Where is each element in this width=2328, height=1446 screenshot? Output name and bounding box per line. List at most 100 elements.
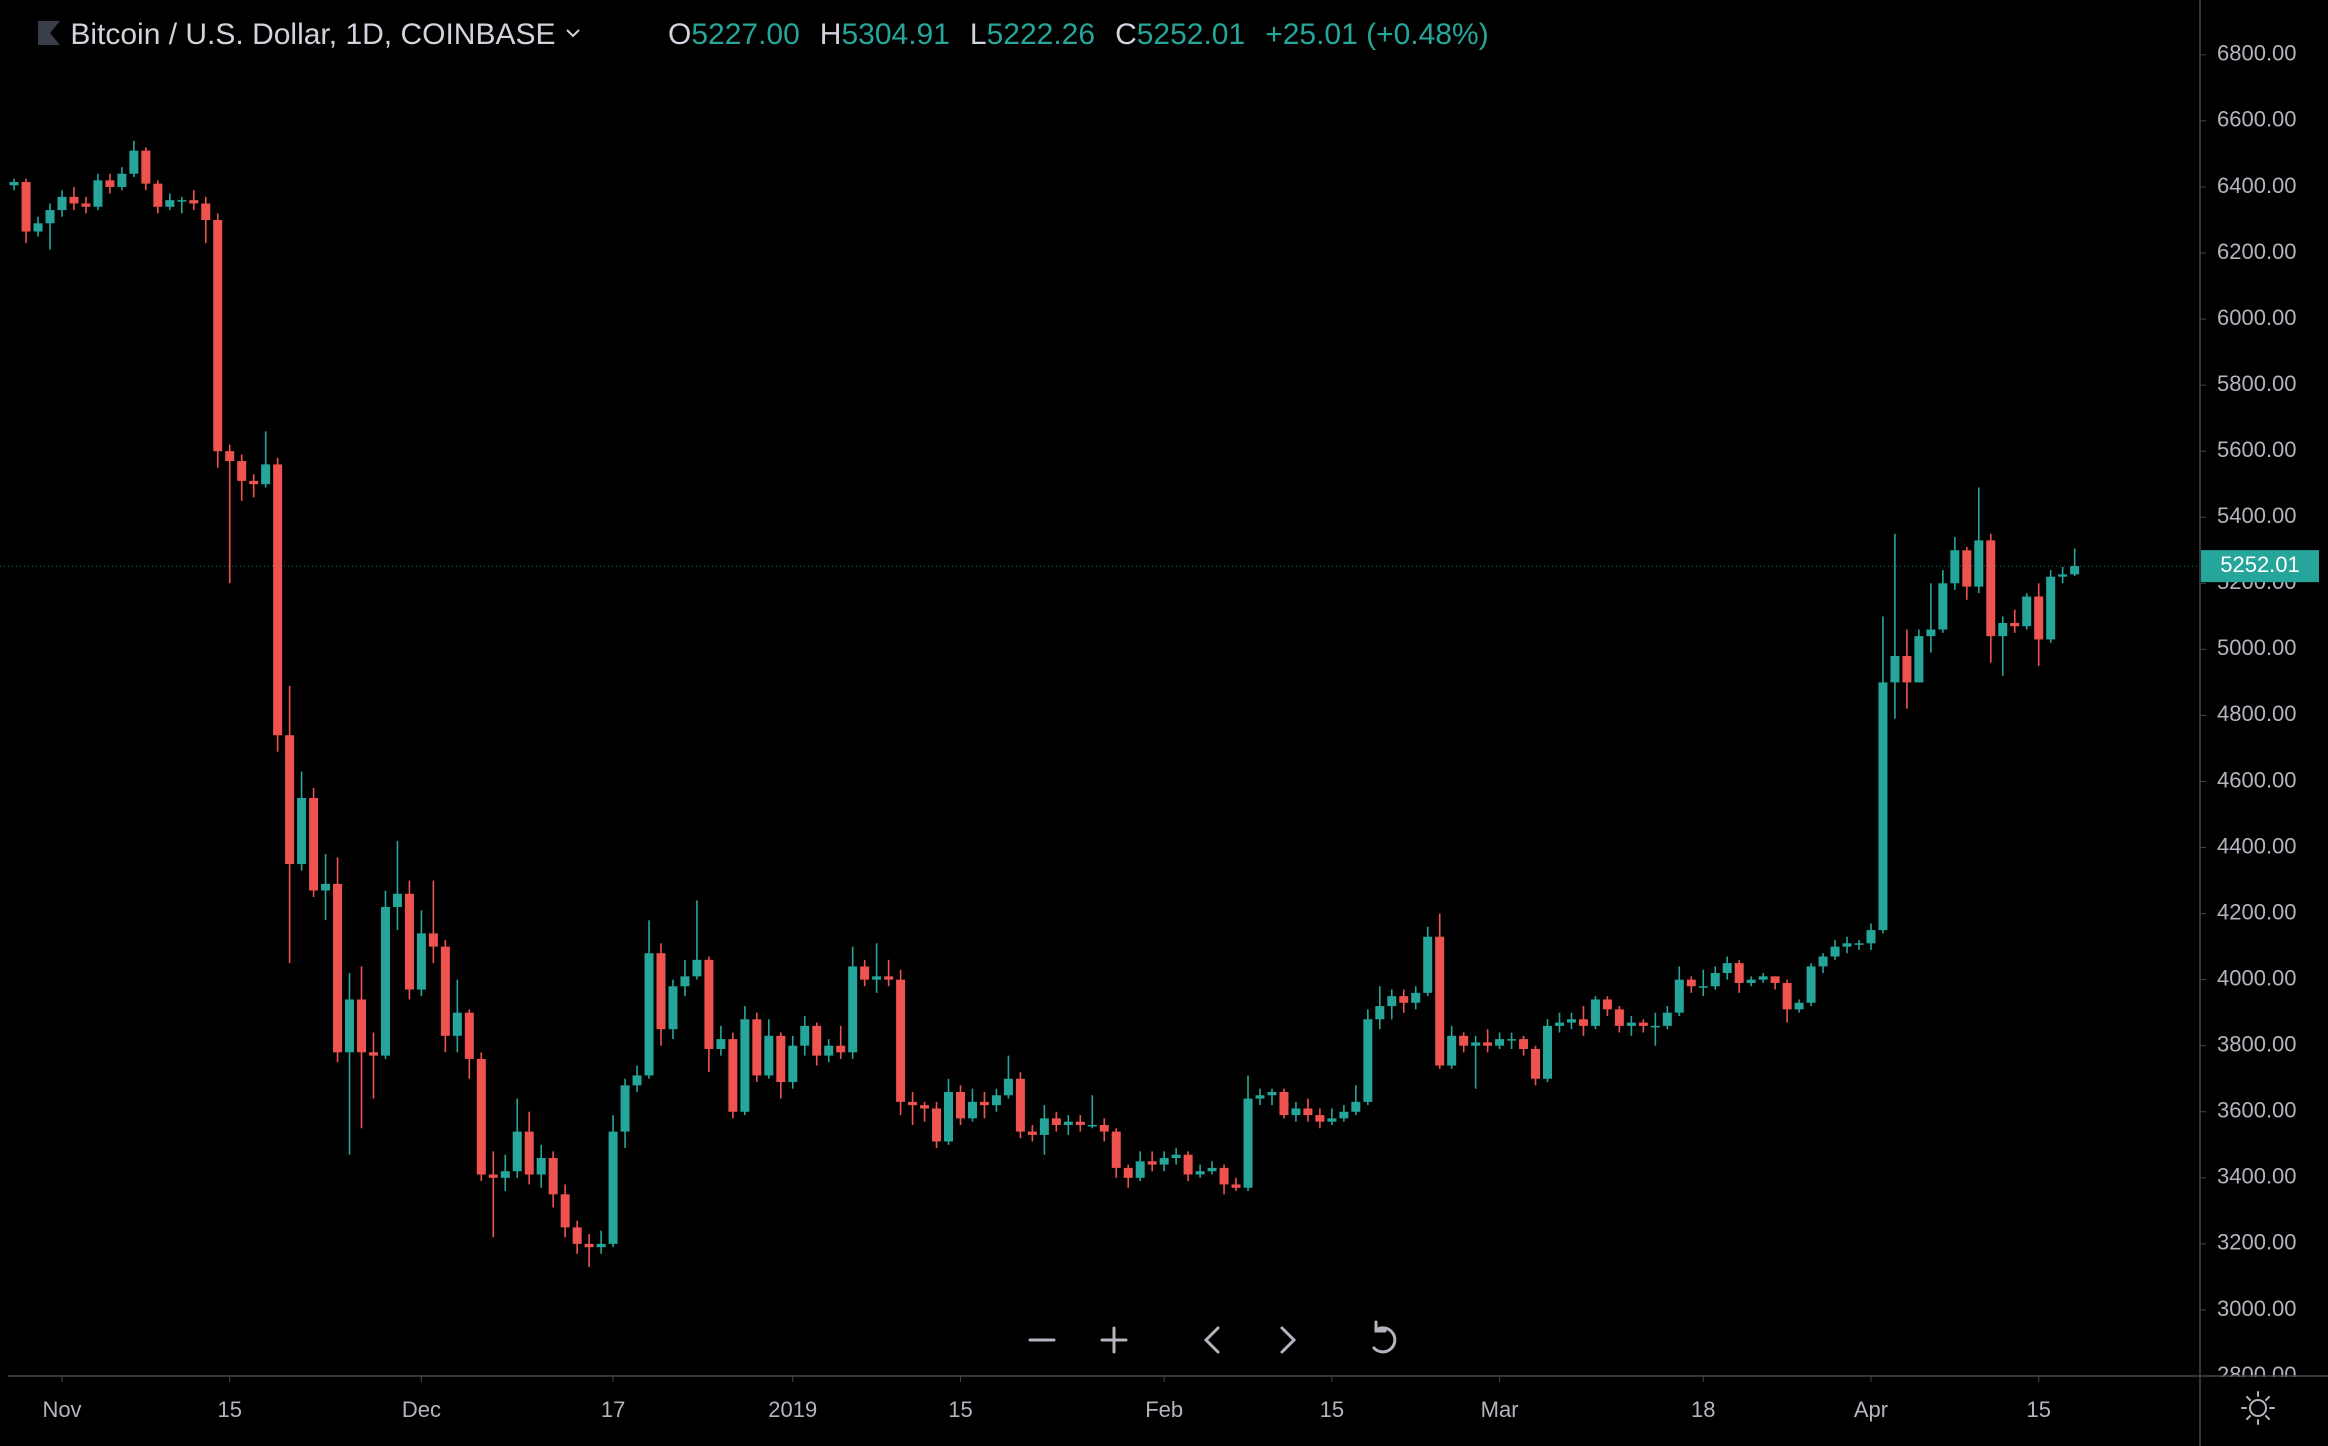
candle-body	[213, 219, 223, 452]
candle-body	[1255, 1095, 1265, 1099]
last-price-tag	[2201, 550, 2319, 583]
y-tick-label: 3800.00	[2217, 1032, 2297, 1057]
candle-body	[1267, 1091, 1277, 1096]
candle-body	[692, 959, 702, 977]
candle-body	[1674, 979, 1684, 1013]
zoom-in-button[interactable]	[1100, 1326, 1128, 1354]
candle-body	[1183, 1154, 1193, 1175]
candle-body	[1734, 963, 1744, 983]
candle-body	[1471, 1042, 1481, 1046]
candle-body	[1686, 979, 1696, 987]
candle-body	[21, 181, 31, 232]
candle-body	[1123, 1167, 1133, 1178]
candle-body	[896, 979, 906, 1102]
candle-body	[572, 1227, 582, 1244]
candle-body	[1555, 1022, 1564, 1026]
candle-body	[1626, 1022, 1636, 1026]
candle-body	[872, 976, 882, 980]
candle-body	[728, 1039, 738, 1112]
candle-body	[2010, 622, 2020, 627]
candle-body	[979, 1101, 989, 1106]
x-tick-label: Feb	[1145, 1397, 1183, 1422]
candle-body	[285, 735, 295, 865]
y-tick-label: 3000.00	[2217, 1296, 2297, 1321]
reset-button[interactable]	[1372, 1320, 1397, 1354]
candle-body	[944, 1091, 954, 1142]
candle-body	[668, 986, 678, 1030]
candle-body	[105, 180, 115, 187]
candle-body	[812, 1025, 822, 1056]
candle-body	[1159, 1158, 1169, 1165]
candle-body	[512, 1131, 522, 1172]
candle-body	[488, 1174, 498, 1178]
candle-body	[1974, 540, 1984, 587]
candle-body	[273, 464, 283, 736]
candle-body	[1303, 1108, 1313, 1116]
x-tick-label: 15	[948, 1397, 972, 1422]
candle-body	[117, 173, 127, 187]
candle-body	[920, 1105, 930, 1109]
candle-body	[548, 1158, 558, 1195]
ohlc-label: H	[819, 18, 842, 51]
candle-body	[1866, 930, 1876, 944]
candle-body	[608, 1131, 618, 1244]
candle-body	[249, 480, 259, 485]
settings-button[interactable]	[2241, 1391, 2275, 1425]
candle-body	[991, 1095, 1001, 1106]
scroll-right-button[interactable]	[1280, 1326, 1297, 1354]
symbol-dropdown[interactable]	[564, 24, 582, 42]
candle-body	[632, 1075, 642, 1086]
candle-body	[752, 1019, 762, 1076]
candle-body	[1075, 1121, 1085, 1125]
symbol-title[interactable]: Bitcoin / U.S. Dollar, 1D, COINBASE	[70, 18, 556, 51]
candle-body	[237, 461, 247, 481]
candle-body	[848, 966, 858, 1053]
candle-body	[1027, 1131, 1037, 1135]
x-tick-label: 15	[217, 1397, 241, 1422]
candle-body	[764, 1035, 774, 1076]
candle-body	[1063, 1121, 1073, 1125]
y-tick-label: 4000.00	[2217, 965, 2297, 990]
candle-body	[1770, 976, 1780, 983]
candle-body	[1399, 996, 1409, 1003]
candle-body	[1147, 1161, 1157, 1165]
candle-body	[1926, 629, 1936, 637]
y-tick-label: 6000.00	[2217, 305, 2297, 330]
y-tick-label: 6400.00	[2217, 173, 2297, 198]
y-tick-label: 4200.00	[2217, 899, 2297, 924]
candle-body	[153, 183, 163, 207]
candle-body	[428, 933, 438, 947]
symbol-icon	[38, 21, 60, 45]
candle-body	[1698, 986, 1708, 988]
candle-body	[956, 1091, 965, 1119]
candle-body	[1207, 1167, 1217, 1172]
candle-body	[1614, 1009, 1624, 1026]
candle-body	[452, 1012, 462, 1036]
x-tick-label: Apr	[1854, 1397, 1888, 1422]
x-tick-label: Nov	[42, 1397, 81, 1422]
candle-body	[1171, 1154, 1181, 1159]
candle-body	[1950, 550, 1960, 584]
candle-body	[1411, 992, 1421, 1003]
candle-body	[620, 1085, 630, 1132]
candle-body	[1578, 1019, 1588, 1026]
candle-body	[1722, 963, 1732, 974]
last-price-label: 5252.01	[2220, 552, 2300, 577]
y-tick-label: 6800.00	[2217, 41, 2297, 66]
y-tick-label: 6600.00	[2217, 107, 2297, 132]
legend-header: Bitcoin / U.S. Dollar, 1D, COINBASE O522…	[36, 18, 1489, 58]
candle-body	[2070, 566, 2080, 575]
scroll-left-button[interactable]	[1203, 1326, 1220, 1354]
y-tick-label: 4600.00	[2217, 767, 2297, 792]
candle-body	[1339, 1111, 1349, 1119]
candle-body	[1794, 1002, 1804, 1010]
candle-body	[836, 1045, 846, 1053]
candle-body	[524, 1131, 534, 1175]
candle-body	[1315, 1115, 1325, 1122]
candle-body	[189, 200, 199, 204]
candle-body	[2034, 596, 2044, 640]
x-tick-label: 17	[601, 1397, 625, 1422]
candle-body	[1327, 1118, 1337, 1122]
candle-body	[1135, 1161, 1145, 1178]
